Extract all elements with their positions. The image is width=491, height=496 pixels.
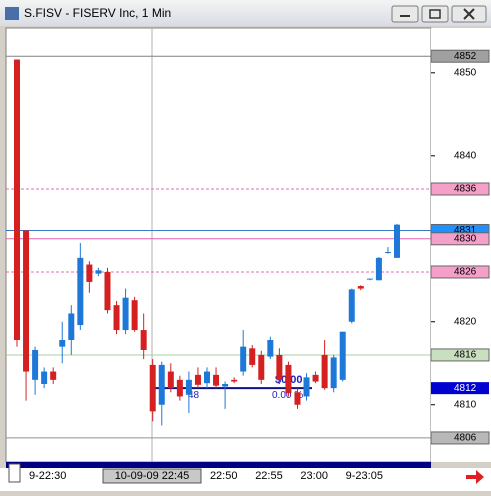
- candle-body: [77, 257, 84, 326]
- candle-body: [50, 371, 57, 380]
- candle-body: [41, 371, 48, 384]
- candle-body: [267, 340, 274, 357]
- candle-body: [240, 346, 247, 372]
- level-tag: [430, 265, 490, 279]
- y-tick-label: 4810: [454, 399, 477, 410]
- candle-body: [59, 340, 66, 347]
- x-tick-label: 9-23:05: [346, 470, 383, 482]
- level-tag: [430, 182, 490, 196]
- candle-body: [339, 331, 346, 380]
- candle-body: [222, 383, 229, 387]
- candle-body: [158, 364, 165, 405]
- candle-body: [375, 257, 382, 281]
- y-tick-label: 4850: [454, 67, 477, 78]
- candle-body: [285, 364, 292, 394]
- position-pct: 0.00 %: [272, 390, 303, 401]
- window-title: S.FISV - FISERV Inc, 1 Min: [24, 6, 171, 20]
- candle-body: [258, 354, 265, 380]
- candle-body: [32, 349, 39, 380]
- candle-body: [122, 297, 129, 331]
- time-axis: [0, 468, 491, 491]
- candle-body: [104, 271, 111, 311]
- maximize-icon: [429, 9, 441, 19]
- app-icon: [5, 7, 19, 20]
- candle-body: [95, 270, 102, 274]
- candle-body: [294, 392, 301, 405]
- candle-body: [213, 374, 220, 386]
- candle-body: [276, 354, 283, 380]
- candle-body: [68, 313, 75, 341]
- candle-body: [357, 286, 364, 289]
- candle-body: [14, 59, 20, 341]
- candle-body: [23, 230, 30, 372]
- candle-body: [366, 278, 373, 280]
- position-tag: [431, 382, 489, 395]
- x-tick-label: 9-22:30: [29, 470, 66, 482]
- close-icon: [463, 8, 475, 20]
- x-tick-label: 22:55: [255, 470, 283, 482]
- minimize-button[interactable]: [391, 5, 419, 23]
- candle-body: [312, 374, 319, 382]
- crosshair-time-box: [102, 468, 202, 484]
- candle-body: [113, 305, 120, 331]
- y-tick-label: 4820: [454, 316, 477, 327]
- candle-body: [321, 354, 328, 389]
- candle-body: [194, 374, 201, 385]
- candle-body: [330, 357, 337, 389]
- x-tick-label: 10-09-09 22:45: [115, 470, 190, 482]
- candle-body: [86, 264, 93, 282]
- candle-body: [249, 348, 256, 365]
- candle-body: [348, 289, 355, 322]
- candle-body: [140, 330, 147, 350]
- candle-body: [185, 379, 192, 395]
- x-tick-label: 22:50: [210, 470, 238, 482]
- level-label: 4830: [454, 233, 477, 244]
- scroll-arrow[interactable]: [466, 470, 484, 484]
- maximize-button[interactable]: [421, 5, 449, 23]
- candle-body: [131, 300, 138, 331]
- level-label: 4806: [454, 433, 477, 444]
- y-tick-label: 4840: [454, 150, 477, 161]
- level-label: 4836: [454, 184, 477, 195]
- level-tag: [430, 232, 490, 246]
- level-label: 4852: [454, 51, 477, 62]
- candle-body: [149, 364, 156, 412]
- candle-body: [394, 224, 400, 258]
- candle-body: [167, 371, 174, 389]
- level-tag: [430, 49, 490, 63]
- candle-body: [384, 252, 391, 254]
- plot-area: [5, 27, 432, 463]
- level-label: 4816: [454, 350, 477, 361]
- level-label: 4826: [454, 267, 477, 278]
- level-tag: [430, 348, 490, 362]
- candle-body: [204, 371, 210, 384]
- candle-body: [231, 379, 238, 382]
- x-tick-label: 23:00: [300, 470, 328, 482]
- scroll-strip: [6, 462, 431, 468]
- level-tag: [430, 431, 490, 445]
- level-label: 4831: [454, 225, 477, 236]
- candle-body: [303, 377, 310, 397]
- position-qty: 48: [188, 390, 200, 401]
- position-label: 4812: [454, 383, 477, 394]
- candle-body: [176, 379, 183, 397]
- scroll-box[interactable]: [8, 463, 21, 483]
